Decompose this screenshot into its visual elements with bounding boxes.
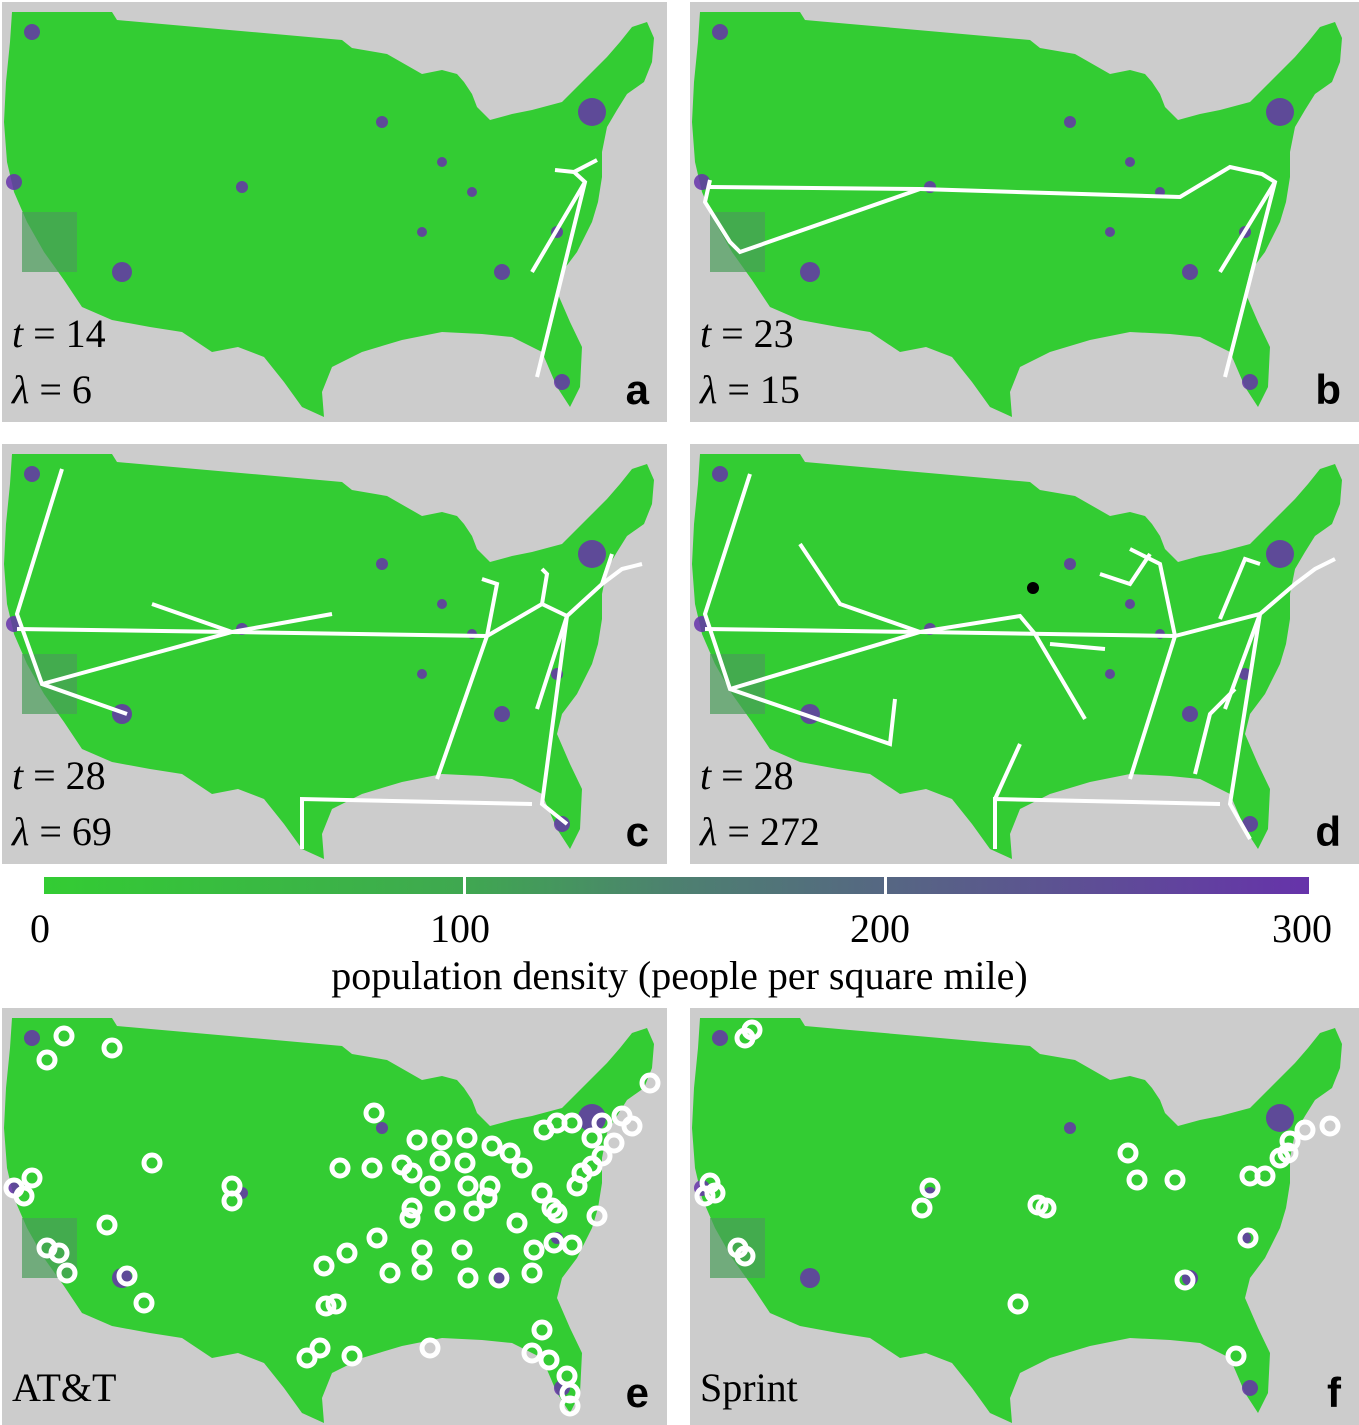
time-label: t = 14: [12, 311, 106, 356]
colorbar-tick-100: 100: [430, 906, 490, 951]
time-label: t = 28: [12, 753, 106, 798]
carrier-label: AT&T: [12, 1365, 117, 1410]
colorbar-tick-0: 0: [30, 906, 50, 951]
time-label: t = 23: [700, 311, 794, 356]
time-label: t = 28: [700, 753, 794, 798]
colorbar-tick-300: 300: [1272, 906, 1332, 951]
map-panel-f: Sprint f: [690, 1008, 1359, 1425]
panel-letter: e: [625, 1369, 649, 1416]
density-colorbar: [44, 875, 1309, 896]
lambda-label: λ = 69: [12, 809, 112, 854]
panel-letter: d: [1315, 808, 1341, 855]
colorbar-separator: [463, 875, 466, 896]
map-panel-b: t = 23 λ = 15 b: [690, 2, 1359, 422]
carrier-label: Sprint: [700, 1365, 798, 1410]
map-panel-a: t = 14 λ = 6 a: [2, 2, 667, 422]
colorbar-title: population density (people per square mi…: [331, 953, 1028, 998]
panel-letter: b: [1315, 366, 1341, 413]
panel-letter: a: [625, 366, 649, 413]
map-panel-d: t = 28 λ = 272 d: [690, 444, 1359, 864]
panel-letter: f: [1327, 1369, 1341, 1416]
lambda-label: λ = 272: [700, 809, 820, 854]
map-panel-e: AT&T e: [2, 1008, 667, 1425]
panel-letter: c: [625, 808, 649, 855]
colorbar-tick-200: 200: [850, 906, 910, 951]
marker-dot: [1027, 582, 1039, 594]
lambda-label: λ = 6: [12, 367, 92, 412]
colorbar-separator: [884, 875, 887, 896]
map-panel-c: t = 28 λ = 69 c: [2, 444, 667, 864]
lambda-label: λ = 15: [700, 367, 800, 412]
